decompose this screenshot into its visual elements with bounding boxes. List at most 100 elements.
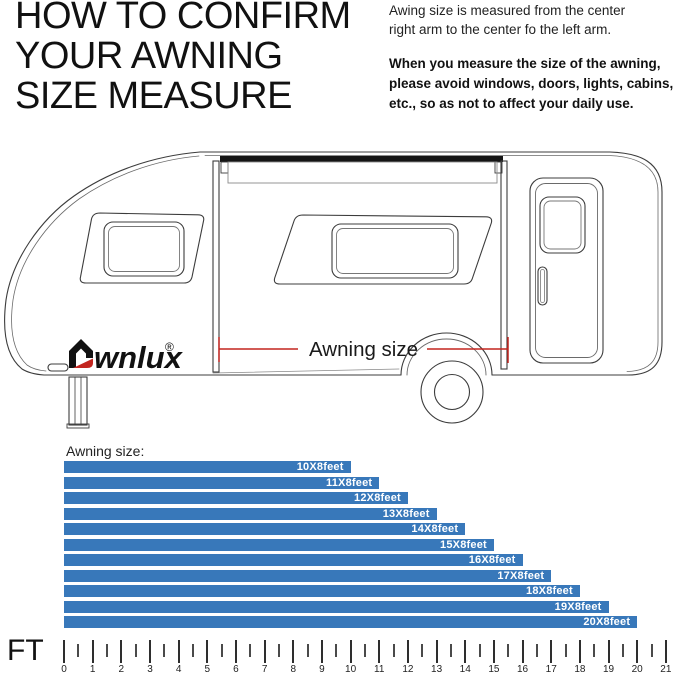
middle-window-panel bbox=[273, 214, 493, 285]
ruler-minor-tick bbox=[163, 644, 166, 657]
bar: 11X8feet bbox=[64, 476, 380, 489]
bar-row: 13X8feet bbox=[64, 507, 637, 520]
ruler-major-tick bbox=[263, 640, 266, 663]
ruler-minor-tick bbox=[478, 644, 481, 657]
ruler-major-tick bbox=[521, 640, 524, 663]
bar: 19X8feet bbox=[64, 600, 609, 613]
ruler-major-tick bbox=[664, 640, 667, 663]
bar: 20X8feet bbox=[64, 616, 638, 628]
awning-arm-left bbox=[212, 160, 220, 373]
ruler-minor-tick bbox=[306, 644, 309, 657]
door-handle bbox=[537, 266, 548, 306]
ruler-minor-tick bbox=[449, 644, 452, 657]
ruler-major-tick bbox=[234, 640, 237, 663]
ruler-major-tick bbox=[292, 640, 295, 663]
ruler-number: 2 bbox=[118, 664, 125, 675]
bar-label: 18X8feet bbox=[526, 585, 573, 597]
awning-size-label: Awning size bbox=[309, 338, 418, 361]
ruler-number: 15 bbox=[488, 664, 500, 675]
ruler-minor-tick bbox=[105, 644, 108, 657]
door bbox=[529, 177, 604, 364]
wheel-fender bbox=[400, 332, 493, 376]
ruler-number: 18 bbox=[574, 664, 586, 675]
support-leg bbox=[68, 376, 88, 426]
ruler-major-tick bbox=[492, 640, 495, 663]
bar-row: 20X8feet bbox=[64, 616, 638, 628]
brand-text: wnlux bbox=[94, 340, 184, 375]
bar-label: 17X8feet bbox=[497, 569, 545, 582]
ruler-number: 1 bbox=[89, 664, 96, 675]
ruler-number: 3 bbox=[147, 664, 153, 675]
ruler-major-tick bbox=[378, 640, 381, 663]
page-title-line: HOW TO CONFIRM bbox=[15, 0, 351, 37]
middle-window bbox=[331, 223, 459, 279]
front-window bbox=[103, 221, 185, 277]
ruler-minor-tick bbox=[277, 644, 280, 657]
awning-arm-right bbox=[500, 160, 508, 370]
ruler-minor-tick bbox=[564, 644, 567, 657]
ruler-minor-tick bbox=[507, 644, 510, 657]
bar-row: 19X8feet bbox=[64, 600, 637, 613]
ruler-major-tick bbox=[435, 640, 438, 663]
ruler-major-tick bbox=[206, 640, 209, 663]
bar-label: 20X8feet bbox=[583, 616, 631, 628]
ruler-major-tick bbox=[120, 640, 123, 663]
ruler: 0 1 2 3 4 5 6 7 8 9 10 11 12 13 14 15 16 17 18 19 20 21 bbox=[61, 640, 679, 677]
bar-label: 19X8feet bbox=[554, 600, 602, 613]
ruler-major-tick bbox=[550, 640, 553, 663]
page-title-line: YOUR AWNING bbox=[15, 35, 283, 77]
bar-row: 10X8feet bbox=[64, 461, 637, 473]
ruler-number: 11 bbox=[374, 664, 385, 675]
ruler-number: 14 bbox=[459, 664, 471, 675]
ruler-minor-tick bbox=[134, 644, 137, 657]
ruler-number: 0 bbox=[61, 664, 67, 675]
ruler-minor-tick bbox=[535, 644, 538, 657]
bar: 15X8feet bbox=[64, 538, 494, 551]
ruler-number: 4 bbox=[175, 664, 182, 675]
ruler-number: 19 bbox=[602, 664, 615, 675]
bar-label: 10X8feet bbox=[296, 461, 344, 473]
bar-label: 14X8feet bbox=[411, 523, 459, 535]
bar-label: 11X8feet bbox=[326, 476, 373, 489]
measure-note-line: Awing size is measured from the center bbox=[389, 3, 626, 18]
chart-title: Awning size: bbox=[66, 443, 145, 459]
ruler-number: 6 bbox=[233, 664, 239, 675]
bar-row: 16X8feet bbox=[64, 554, 637, 566]
warning-note: When you measure the size of the awning,… bbox=[389, 54, 673, 114]
ruler-major-tick bbox=[91, 640, 94, 663]
ruler-minor-tick bbox=[650, 644, 653, 657]
ruler-number: 8 bbox=[290, 664, 297, 675]
bar: 14X8feet bbox=[64, 523, 466, 535]
page-title-line: SIZE MEASURE bbox=[15, 75, 292, 117]
measure-note-line: right arm to the center fo the left arm. bbox=[389, 22, 612, 37]
bar: 12X8feet bbox=[64, 492, 408, 504]
bar: 18X8feet bbox=[64, 585, 580, 597]
ruler-major-tick bbox=[464, 640, 467, 663]
bar-label: 12X8feet bbox=[354, 492, 401, 504]
ruler-number: 5 bbox=[204, 664, 211, 675]
bar: 10X8feet bbox=[64, 461, 351, 473]
ruler-number: 7 bbox=[261, 664, 268, 675]
awning-bracket-left bbox=[220, 161, 229, 174]
bar-label: 16X8feet bbox=[468, 554, 516, 566]
awning-size-annotation: Awning size bbox=[218, 337, 509, 363]
ruler-number: 10 bbox=[345, 664, 357, 675]
front-step bbox=[47, 363, 69, 372]
bar-row: 14X8feet bbox=[64, 523, 637, 535]
ruler-major-tick bbox=[607, 640, 610, 663]
awning-bracket-right bbox=[494, 161, 503, 174]
trailer-diagram: wnlux ® Awning size bbox=[4, 151, 663, 429]
page-title: HOW TO CONFIRM YOUR AWNING SIZE MEASURE bbox=[15, 0, 351, 116]
ruler-number: 13 bbox=[431, 664, 443, 675]
front-window-panel bbox=[79, 212, 205, 284]
ruler-major-tick bbox=[636, 640, 639, 663]
ruler-major-tick bbox=[320, 640, 323, 663]
brand-logo: wnlux ® bbox=[69, 339, 184, 375]
bar-chart-bars: 10X8feet 11X8feet 12X8feet 13X8feet 14X8feet… bbox=[64, 461, 638, 632]
ruler-minor-tick bbox=[621, 644, 624, 657]
ruler-minor-tick bbox=[392, 644, 395, 657]
ruler-number: 16 bbox=[516, 664, 529, 675]
ruler-minor-tick bbox=[191, 644, 194, 657]
door-window bbox=[539, 196, 586, 254]
bar-row: 11X8feet bbox=[64, 476, 637, 489]
